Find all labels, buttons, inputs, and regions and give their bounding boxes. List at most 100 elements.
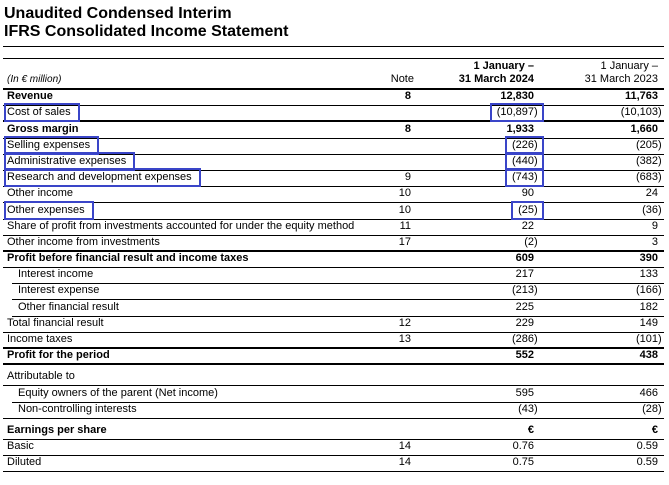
value-2024-cell: 552 (515, 349, 534, 361)
value-2023-cell: 390 (639, 252, 658, 265)
value-2023-cell: 149 (639, 316, 658, 329)
value-2023-cell: (205) (635, 138, 662, 151)
annotation-box-label: Cost of sales (4, 103, 80, 123)
note-cell: 8 (404, 90, 411, 103)
table-row: Selling expenses (226) (205) (3, 135, 664, 155)
period-2023-line2: 31 March 2023 (584, 73, 658, 85)
table-row: Other expenses 10 (25) (36) (3, 200, 664, 220)
row-label: Profit for the period (7, 349, 110, 361)
value-2024-cell: 12,830 (500, 90, 534, 103)
value-2024-cell: (2) (524, 235, 538, 248)
row-label: Other income (7, 187, 74, 200)
table-row: Interest expense (213) (166) (3, 284, 664, 302)
table-row: Share of profit from investments account… (3, 220, 664, 236)
table-row: Total financial result 12 229 149 (3, 317, 664, 333)
value-2024-cell: 0.75 (512, 456, 534, 469)
note-cell: 13 (398, 332, 411, 345)
value-2024-cell: 229 (515, 316, 534, 329)
table-row: Revenue 8 12,830 11,763 (3, 90, 664, 107)
value-2023-cell: 0.59 (636, 456, 658, 469)
table-row: Other income 10 90 24 (3, 187, 664, 204)
row-label: Earnings per share (7, 423, 107, 436)
table-row: Equity owners of the parent (Net income)… (3, 386, 664, 404)
table-row: Basic 14 0.76 0.59 (3, 440, 664, 457)
annotation-box-label: Administrative expenses (3, 151, 136, 171)
table-row: Other financial result 225 182 (3, 300, 664, 318)
value-2023-cell: 1,660 (630, 122, 658, 135)
value-2024-cell: 22 (521, 219, 534, 232)
value-2024-cell: (43) (518, 402, 538, 415)
period-2024-line1: 1 January – (473, 60, 534, 72)
row-label: Interest expense (18, 284, 100, 297)
row-label: Income taxes (7, 332, 73, 345)
table-row: Research and development expenses 9 (743) (… (3, 168, 664, 188)
value-2023-cell: (683) (635, 171, 662, 184)
note-cell: 14 (398, 456, 411, 469)
period-2024-line2: 31 March 2024 (458, 73, 534, 85)
value-2024-cell: 217 (515, 268, 534, 281)
table-row: Income taxes 13 (286) (101) (3, 333, 664, 349)
value-2023-cell: 3 (651, 235, 658, 248)
annotation-box-label: Research and development expenses (4, 168, 201, 188)
row-label: Other financial result (18, 300, 119, 313)
value-2023-cell: 24 (645, 187, 658, 200)
row-label: Research and development expenses (3, 168, 363, 188)
table-row: Non-controlling interests (43) (28) (3, 403, 664, 419)
note-cell: 10 (398, 203, 411, 216)
table-row: Profit for the period 552 438 (3, 349, 664, 366)
value-2023-cell: € (651, 423, 658, 436)
table-row: Administrative expenses (440) (382) (3, 151, 664, 171)
row-label: Profit before financial result and incom… (7, 252, 249, 265)
table-row: Cost of sales (10,897) (10,103) (3, 103, 664, 123)
row-label: Selling expenses (3, 135, 363, 155)
row-label: Non-controlling interests (18, 402, 137, 415)
header-top-divider (3, 58, 664, 59)
value-2023-cell: 9 (651, 219, 658, 232)
table-row: Attributable to (3, 370, 664, 387)
row-label: Total financial result (7, 316, 104, 329)
annotation-box-value: (10,897) (489, 103, 545, 123)
value-2024-cell: 0.76 (512, 440, 534, 453)
eps-section: Earnings per share € € Basic 14 0.76 0.59 Dilut… (0, 424, 669, 473)
row-label: Attributable to (7, 370, 75, 383)
row-label: Basic (7, 440, 34, 453)
row-label: Other expenses (3, 200, 363, 220)
value-2024-cell: (440) (415, 151, 545, 171)
value-2023-cell: 466 (639, 386, 658, 399)
period-2023-line1: 1 January – (600, 60, 658, 72)
value-2024-cell: (25) (415, 200, 544, 220)
row-label: Interest income (18, 268, 94, 281)
table-row: Earnings per share € € (3, 424, 664, 440)
table-row: Other income from investments 17 (2) 3 (3, 236, 664, 252)
page-title-line1: Unaudited Condensed Interim (4, 5, 232, 22)
value-2023-cell: 438 (639, 349, 658, 361)
note-cell: 12 (398, 316, 411, 329)
income-statement-rows: Revenue 8 12,830 11,763 Cost of sales (10,897… (0, 90, 669, 366)
title-divider (3, 46, 664, 47)
row-label: Gross margin (7, 122, 79, 135)
table-row: Profit before financial result and incom… (3, 252, 664, 269)
table-header: (In € million) Note 1 January – 31 March… (3, 59, 664, 90)
value-2024-cell: (213) (511, 284, 538, 297)
row-label: Diluted (7, 456, 42, 469)
annotation-box-label: Selling expenses (3, 135, 100, 155)
table-row: Gross margin 8 1,933 1,660 (3, 122, 664, 139)
value-2024-cell: 90 (521, 187, 534, 200)
row-label: Equity owners of the parent (Net income) (18, 386, 218, 399)
value-2024-cell: (286) (511, 332, 538, 345)
table-row: Interest income 217 133 (3, 268, 664, 286)
table-row: Diluted 14 0.75 0.59 (3, 456, 664, 473)
value-2023-cell: 133 (639, 268, 658, 281)
row-label: Administrative expenses (3, 151, 363, 171)
note-cell: 11 (399, 219, 411, 232)
note-cell: 9 (404, 171, 411, 184)
row-label: Cost of sales (3, 103, 363, 123)
annotation-box-label: Other expenses (4, 200, 94, 220)
value-2024-cell: 609 (515, 252, 534, 265)
value-2023-cell: (28) (642, 402, 662, 415)
annotation-box-value: (743) (504, 168, 545, 188)
value-2024-cell: € (527, 423, 534, 436)
row-label: Revenue (7, 90, 53, 103)
value-2024-cell: (226) (415, 135, 545, 155)
